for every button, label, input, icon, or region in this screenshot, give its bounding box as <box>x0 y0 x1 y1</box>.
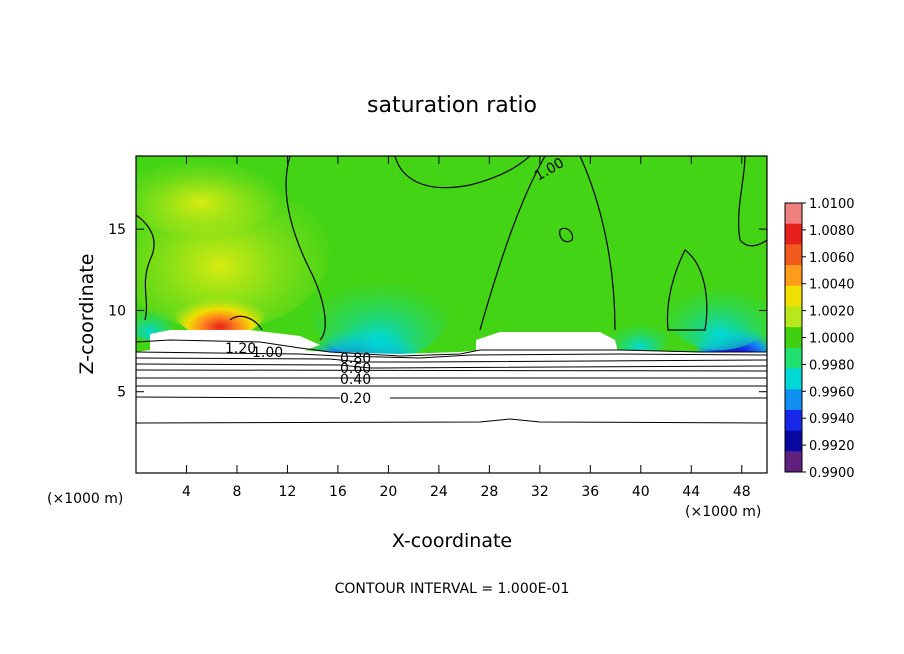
chart-title: saturation ratio <box>367 93 537 118</box>
colorbar-tick-label: 1.0080 <box>809 224 855 239</box>
colorbar-tick-label: 0.9960 <box>809 385 855 400</box>
cyan-region-mid <box>610 315 670 355</box>
x-tick-label: 16 <box>329 484 347 500</box>
colorbar-tick-label: 0.9900 <box>809 466 855 481</box>
colorbar-tick-label: 0.9920 <box>809 439 855 454</box>
cyan-region-right <box>665 270 767 350</box>
colorbar-tick-label: 0.9980 <box>809 358 855 373</box>
contour-label-0-80: 0.80 <box>340 351 371 367</box>
contour-label-0-40: 0.40 <box>340 372 371 388</box>
x-tick-label: 20 <box>379 484 397 500</box>
colorbar-tick-label: 1.0060 <box>809 251 855 266</box>
x-tick-label: 32 <box>531 484 549 500</box>
colorbar-swatch <box>785 306 802 328</box>
warm-region-upper <box>136 156 280 235</box>
x-tick-label: 36 <box>581 484 599 500</box>
cloud-center <box>476 332 618 352</box>
x-tick-label: 48 <box>733 484 751 500</box>
colorbar-tick-label: 0.9940 <box>809 412 855 427</box>
colorbar-swatch <box>785 347 802 370</box>
y-tick-label: 5 <box>117 385 126 401</box>
colorbar-swatch <box>785 327 802 349</box>
x-tick-label: 4 <box>182 484 191 500</box>
x-unit-label-left: (×1000 m) <box>47 491 123 507</box>
x-axis: 4 8 12 16 20 24 28 32 36 40 44 48 <box>182 156 751 500</box>
colorbar-swatch <box>785 223 802 245</box>
colorbar-swatch <box>785 265 802 287</box>
colorbar-swatch <box>785 285 802 307</box>
saturated-layer <box>136 350 767 473</box>
contour-label-0-60: 0.60 <box>340 361 371 377</box>
plot-area <box>136 156 767 473</box>
colorbar-swatch <box>785 389 802 411</box>
y-tick-label: 15 <box>108 222 126 238</box>
y-axis: 5 10 15 <box>108 222 767 401</box>
cyan-region-center <box>310 260 450 360</box>
contours-1.00 <box>136 156 767 341</box>
y-tick-label: 10 <box>108 303 126 319</box>
colorbar-swatch <box>785 244 802 266</box>
x-tick-label: 12 <box>279 484 297 500</box>
x-tick-label: 28 <box>480 484 498 500</box>
plot-frame <box>135 155 768 474</box>
contours-lower <box>136 339 767 424</box>
hot-maximum <box>175 287 265 337</box>
x-unit-label-right: (×1000 m) <box>685 504 761 520</box>
colorbar-swatch <box>785 409 802 432</box>
colorbar: 1.0100 1.0080 1.0060 1.0040 1.0020 1.0000 0.99… <box>784 197 855 481</box>
colorbar-swatch <box>785 451 802 473</box>
contour-label-1-00: 1.00 <box>252 345 283 361</box>
x-axis-label: X-coordinate <box>392 530 512 552</box>
contour-label-0-20: 0.20 <box>340 391 371 407</box>
colorbar-swatch <box>785 203 802 225</box>
contour-label-1-20: 1.20 <box>225 341 256 357</box>
colorbar-swatch <box>785 368 802 390</box>
colorbar-tick-label: 1.0000 <box>809 332 855 347</box>
footer-contour-interval: CONTOUR INTERVAL = 1.000E-01 <box>335 581 570 597</box>
x-tick-label: 40 <box>632 484 650 500</box>
x-tick-label: 44 <box>682 484 700 500</box>
x-tick-label: 8 <box>232 484 241 500</box>
colorbar-tick-label: 1.0020 <box>809 305 855 320</box>
colorbar-swatch <box>785 430 802 452</box>
colorbar-tick-label: 1.0100 <box>809 197 855 212</box>
y-axis-label: Z-coordinate <box>76 254 98 375</box>
x-tick-label: 24 <box>430 484 448 500</box>
colorbar-tick-label: 1.0040 <box>809 278 855 293</box>
